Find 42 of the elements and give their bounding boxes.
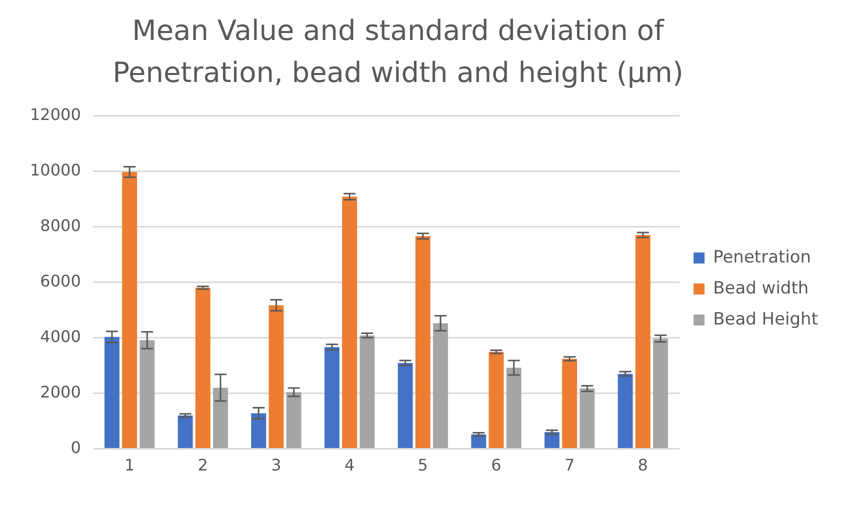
bar (360, 336, 375, 448)
x-tick-label: 7 (564, 456, 575, 475)
bar (635, 234, 650, 448)
x-tick-label: 2 (198, 456, 208, 475)
bar (140, 340, 155, 448)
bar (324, 347, 340, 448)
x-tick-label: 6 (491, 456, 502, 475)
bar (398, 363, 413, 448)
bar (580, 388, 595, 448)
bar (618, 374, 633, 448)
legend-label: Bead Height (713, 309, 818, 330)
bar (268, 305, 284, 448)
x-tick-label: 1 (124, 456, 135, 475)
bar (251, 413, 266, 448)
bar (544, 432, 560, 448)
legend-label: Penetration (713, 247, 812, 268)
bar (104, 336, 120, 448)
x-tick-label: 4 (344, 456, 355, 475)
bar (653, 338, 668, 448)
bar (178, 415, 193, 448)
x-tick-label: 5 (418, 456, 428, 475)
y-tick-label: 8000 (40, 216, 81, 235)
y-tick-label: 6000 (40, 271, 81, 290)
bar (433, 323, 448, 448)
x-tick-label: 8 (638, 456, 648, 475)
bar (415, 236, 430, 448)
y-tick-label: 4000 (40, 326, 81, 346)
bar (488, 352, 504, 448)
bar (342, 196, 358, 448)
bar (286, 392, 302, 448)
chart-title: Mean Value and standard deviation of Penetration, bead width and height (µm) (112, 13, 684, 91)
y-tick-label: 10000 (30, 160, 81, 180)
y-tick-label: 12000 (30, 104, 81, 124)
legend-label: Bead width (713, 278, 809, 298)
x-tick-label: 3 (271, 456, 282, 475)
bar (195, 288, 210, 448)
bar (213, 388, 228, 448)
bar (506, 368, 522, 448)
y-tick-label: 2000 (40, 382, 81, 402)
bar (562, 358, 578, 448)
y-tick-label: 0 (70, 438, 81, 457)
bar (122, 172, 138, 448)
